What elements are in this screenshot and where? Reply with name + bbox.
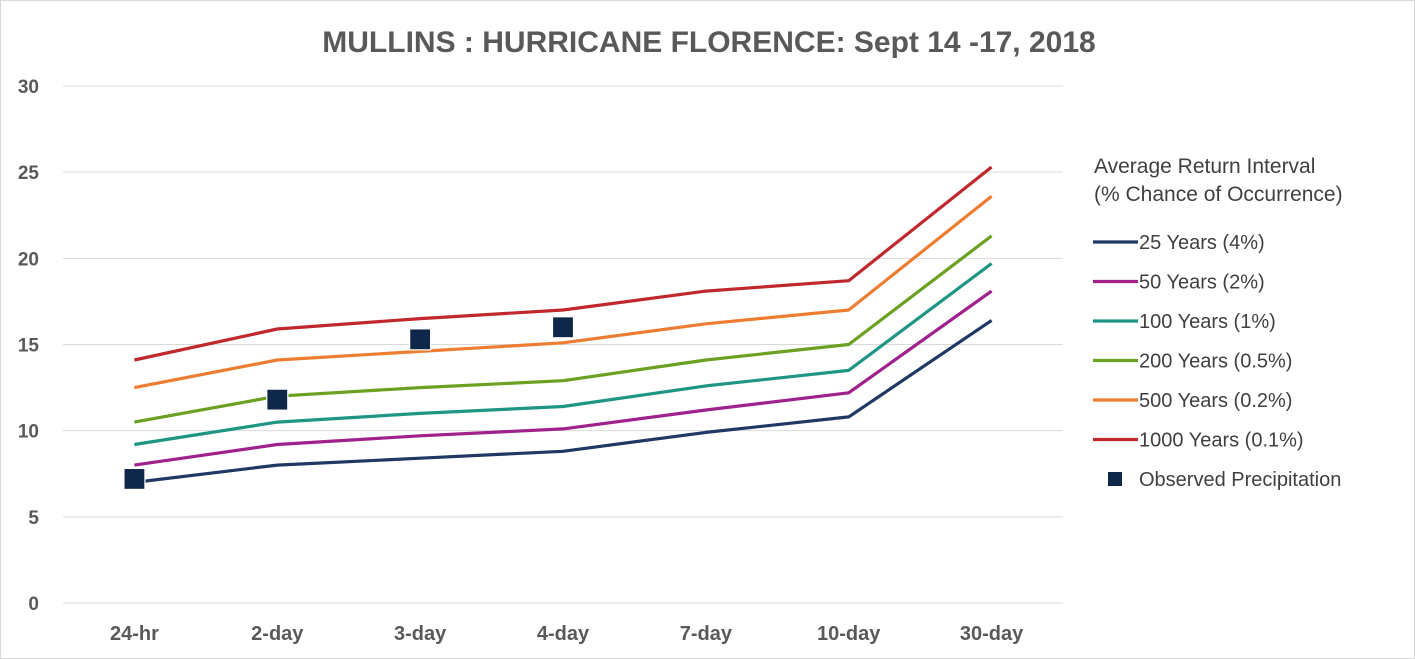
- legend: Average Return Interval (% Chance of Occ…: [1093, 155, 1343, 491]
- legend-item-observed: Observed Precipitation: [1108, 469, 1341, 491]
- legend-label: 100 Years (1%): [1139, 311, 1276, 333]
- y-tick-label: 15: [18, 336, 40, 357]
- legend-title-line1: Average Return Interval: [1094, 155, 1315, 178]
- x-axis-ticks: 24-hr 2-day 3-day 4-day 7-day 10-day 30-day: [110, 623, 1024, 645]
- observed-point: [123, 467, 146, 491]
- legend-marker: [1108, 472, 1122, 486]
- legend-item: 1000 Years (0.1%): [1093, 430, 1304, 452]
- legend-title-line2: (% Chance of Occurrence): [1094, 183, 1343, 206]
- y-tick-label: 20: [18, 249, 39, 270]
- legend-label: 50 Years (2%): [1139, 272, 1265, 294]
- y-tick-label: 0: [28, 594, 39, 615]
- legend-label: 25 Years (4%): [1139, 232, 1265, 254]
- observed-point: [409, 328, 432, 351]
- x-tick-label: 2-day: [251, 623, 304, 645]
- x-tick-label: 3-day: [394, 623, 447, 645]
- observed-point: [266, 388, 289, 411]
- x-tick-label: 4-day: [537, 623, 590, 645]
- y-tick-label: 30: [18, 77, 39, 98]
- legend-label: 1000 Years (0.1%): [1139, 430, 1304, 452]
- legend-label: 200 Years (0.5%): [1139, 351, 1292, 373]
- legend-label: Observed Precipitation: [1139, 469, 1341, 491]
- series-line-4: [134, 195, 993, 390]
- series-line-2: [134, 262, 993, 447]
- observed-markers: [123, 316, 575, 491]
- legend-item: 50 Years (2%): [1093, 272, 1265, 294]
- legend-label: 500 Years (0.2%): [1139, 390, 1292, 412]
- y-axis-ticks: 0 5 10 15 20 25 30: [18, 77, 40, 615]
- legend-item: 500 Years (0.2%): [1093, 390, 1292, 412]
- legend-items: 25 Years (4%) 50 Years (2%) 100 Years (1%)…: [1093, 232, 1341, 491]
- legend-item: 25 Years (4%): [1093, 232, 1265, 254]
- y-tick-label: 5: [28, 508, 39, 529]
- series-line-1: [134, 289, 993, 467]
- series-line-0: [134, 319, 993, 484]
- observed-point: [551, 316, 575, 339]
- chart-title: MULLINS : HURRICANE FLORENCE: Sept 14 -1…: [322, 26, 1095, 59]
- y-tick-label: 25: [18, 163, 40, 184]
- legend-item: 200 Years (0.5%): [1093, 351, 1292, 373]
- legend-item: 100 Years (1%): [1093, 311, 1276, 333]
- x-tick-label: 30-day: [960, 623, 1024, 645]
- x-tick-label: 10-day: [817, 623, 881, 645]
- y-tick-label: 10: [18, 422, 39, 443]
- x-tick-label: 7-day: [680, 623, 733, 645]
- x-tick-label: 24-hr: [110, 623, 159, 645]
- series-line-5: [134, 165, 993, 362]
